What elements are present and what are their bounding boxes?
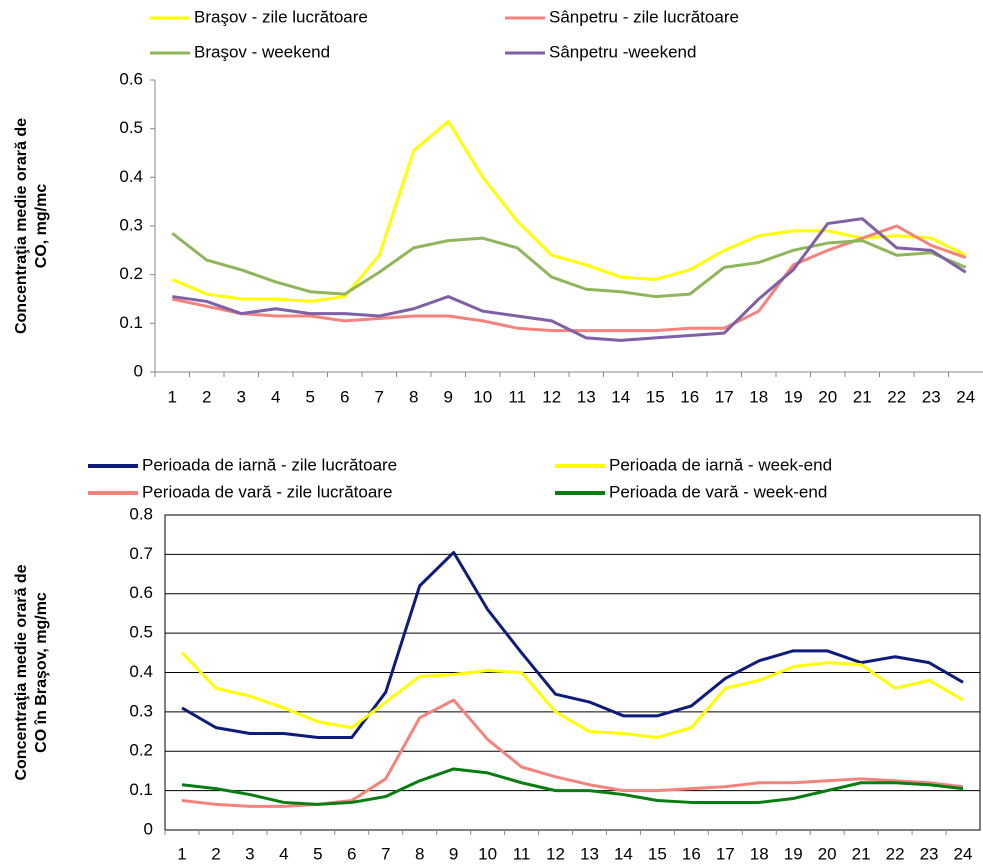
x-tick-label: 11 [508, 387, 526, 406]
x-tick-label: 18 [749, 387, 768, 406]
x-tick-label: 16 [682, 844, 701, 863]
x-tick-label: 22 [886, 844, 905, 863]
y-tick-label: 0.7 [129, 544, 153, 563]
x-tick-label: 24 [954, 844, 973, 863]
x-tick-label: 8 [409, 387, 418, 406]
x-tick-label: 6 [340, 387, 349, 406]
x-tick-label: 17 [716, 844, 735, 863]
x-tick-label: 10 [478, 844, 497, 863]
data-line [181, 767, 964, 806]
y-tick-label: 0.5 [129, 623, 153, 642]
x-tick-label: 20 [818, 844, 837, 863]
x-tick-label: 9 [444, 387, 453, 406]
x-tick-label: 7 [375, 387, 384, 406]
y-tick-label: 0 [144, 819, 153, 838]
y-tick-label: 0.4 [129, 662, 153, 681]
x-tick-label: 21 [853, 387, 872, 406]
y-axis-label: Concentraţia medie orară de CO în Braşov,… [13, 564, 50, 780]
y-tick-label: 0.2 [119, 264, 143, 283]
y-tick-label: 0.3 [129, 701, 153, 720]
x-tick-label: 20 [818, 387, 837, 406]
y-tick-label: 0.5 [119, 118, 143, 137]
legend-label: Sânpetru -weekend [549, 42, 696, 61]
x-tick-label: 16 [680, 387, 699, 406]
x-tick-label: 12 [542, 387, 561, 406]
x-tick-label: 19 [784, 844, 803, 863]
x-tick-label: 5 [313, 844, 322, 863]
data-line [171, 232, 967, 299]
y-tick-label: 0.3 [119, 215, 143, 234]
y-axis-label-line: Concentraţia medie orară de [13, 564, 30, 780]
x-tick-label: 4 [279, 844, 288, 863]
x-tick-label: 8 [415, 844, 424, 863]
legend-label: Braşov - zile lucrătoare [194, 7, 368, 26]
x-tick-label: 1 [168, 387, 177, 406]
x-tick-label: 18 [750, 844, 769, 863]
y-tick-label: 0.8 [129, 504, 153, 523]
x-tick-label: 9 [449, 844, 458, 863]
y-tick-label: 0.1 [129, 780, 153, 799]
y-axis-label-line: CO, mg/mc [33, 184, 50, 269]
y-tick-label: 0.6 [129, 583, 153, 602]
x-tick-label: 13 [580, 844, 599, 863]
legend-label: Perioada de iarnă - week-end [609, 455, 832, 474]
y-tick-label: 0.1 [119, 313, 143, 332]
x-tick-label: 7 [381, 844, 390, 863]
data-line [172, 217, 967, 342]
x-tick-label: 12 [546, 844, 565, 863]
legend-label: Braşov - weekend [194, 42, 330, 61]
x-tick-label: 22 [887, 387, 906, 406]
data-line [171, 119, 967, 303]
x-tick-label: 4 [271, 387, 280, 406]
x-tick-label: 3 [237, 387, 246, 406]
x-tick-label: 17 [715, 387, 734, 406]
x-tick-label: 23 [922, 387, 941, 406]
x-tick-label: 10 [473, 387, 492, 406]
x-tick-label: 11 [513, 844, 531, 863]
legend-label: Perioada de iarnă - zile lucrătoare [142, 455, 397, 474]
y-tick-label: 0.6 [119, 69, 143, 88]
x-tick-label: 15 [646, 387, 665, 406]
x-tick-label: 14 [611, 387, 630, 406]
x-tick-label: 1 [177, 844, 186, 863]
x-tick-label: 23 [920, 844, 939, 863]
y-tick-label: 0.4 [119, 167, 143, 186]
y-tick-label: 0.2 [129, 741, 153, 760]
data-line [181, 550, 964, 739]
x-tick-label: 21 [852, 844, 871, 863]
legend-label: Perioada de vară - week-end [609, 482, 827, 501]
x-tick-label: 13 [577, 387, 596, 406]
data-line [180, 651, 964, 739]
y-axis-label-line: Concentraţia medie orară de [13, 118, 30, 334]
x-tick-label: 19 [784, 387, 803, 406]
x-tick-label: 5 [306, 387, 315, 406]
x-tick-label: 6 [347, 844, 356, 863]
x-tick-label: 2 [211, 844, 220, 863]
y-axis-label: Concentraţia medie orară de CO, mg/mc [13, 118, 50, 334]
x-tick-label: 14 [614, 844, 633, 863]
y-tick-label: 0 [134, 361, 143, 380]
y-axis-label-line: CO în Braşov, mg/mc [33, 592, 50, 753]
legend-label: Sânpetru - zile lucrătoare [549, 7, 739, 26]
x-tick-label: 15 [648, 844, 667, 863]
x-tick-label: 24 [956, 387, 975, 406]
legend-label: Perioada de vară - zile lucrătoare [142, 482, 392, 501]
x-tick-label: 2 [202, 387, 211, 406]
x-tick-label: 3 [245, 844, 254, 863]
